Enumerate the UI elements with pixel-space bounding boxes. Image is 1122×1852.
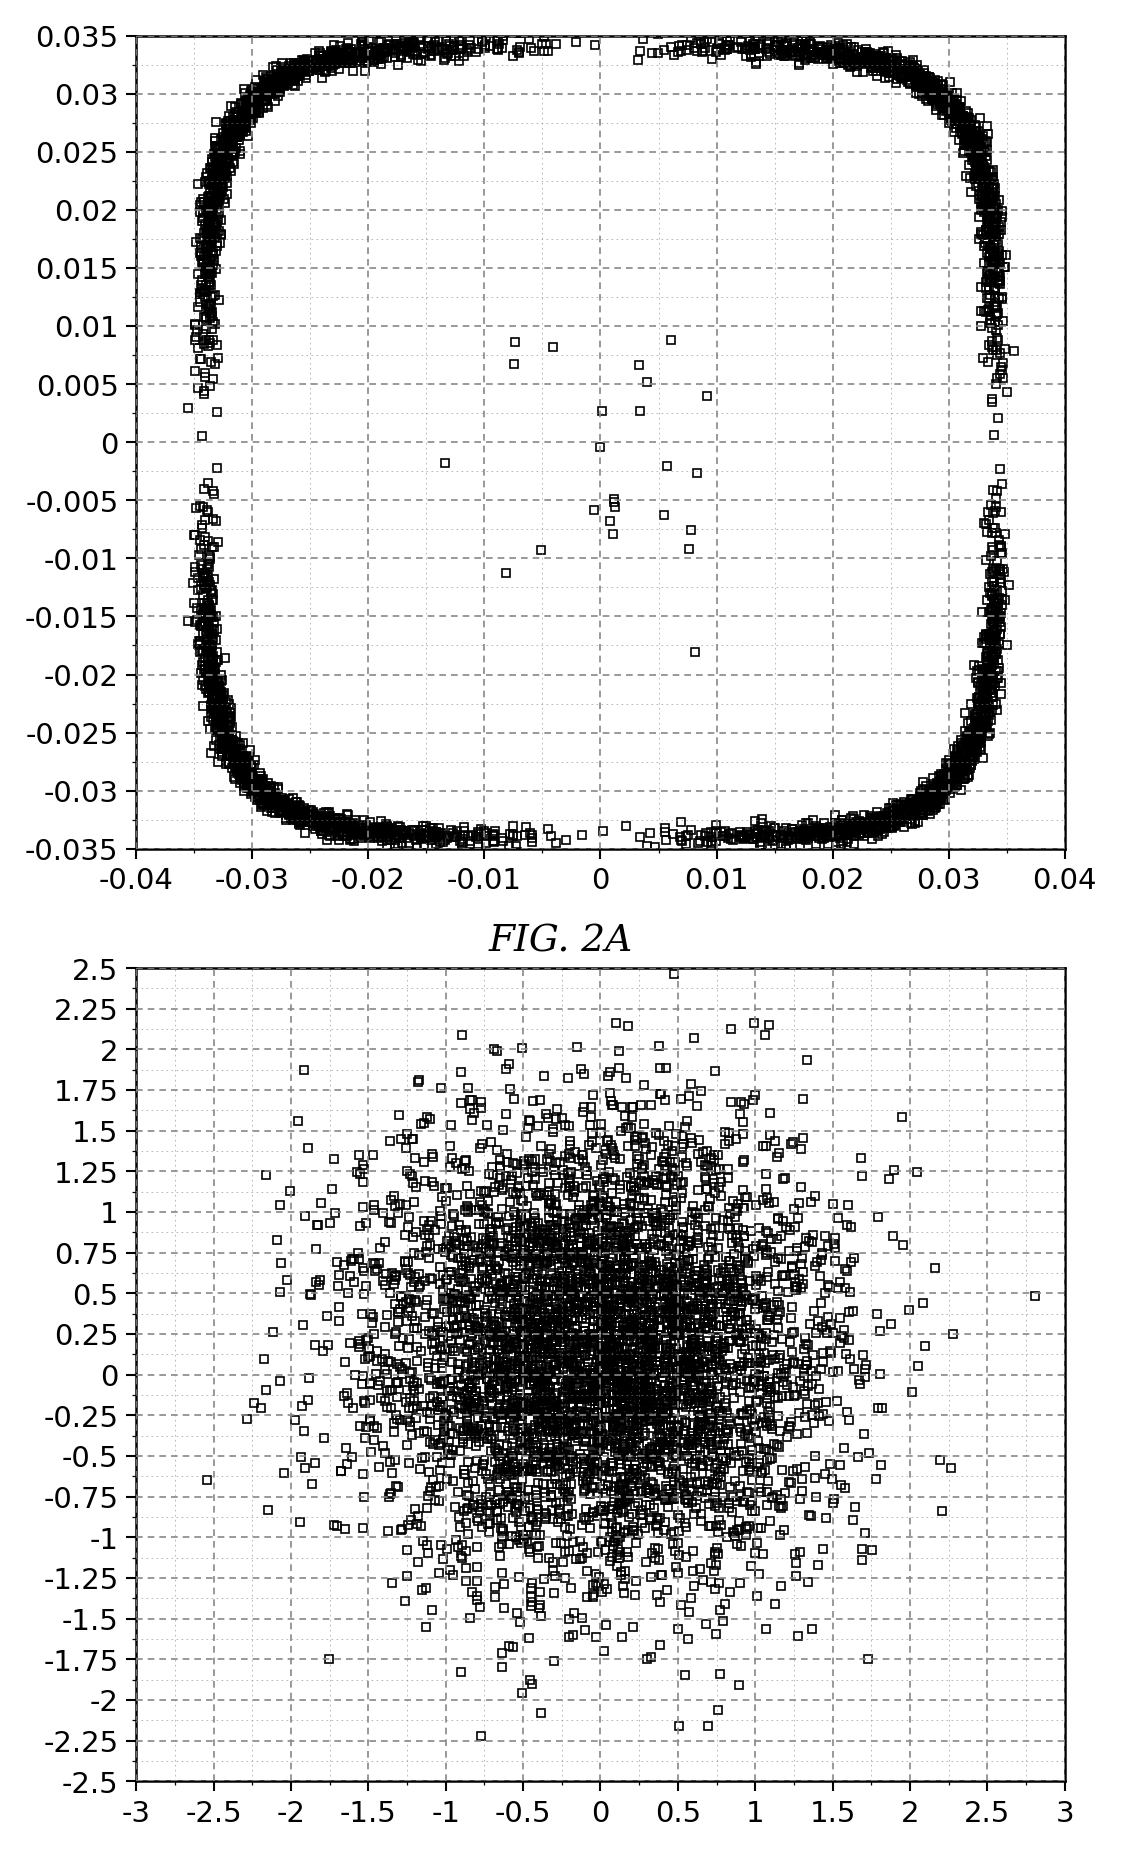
Text: FIG. 2A: FIG. 2A [489,922,633,959]
